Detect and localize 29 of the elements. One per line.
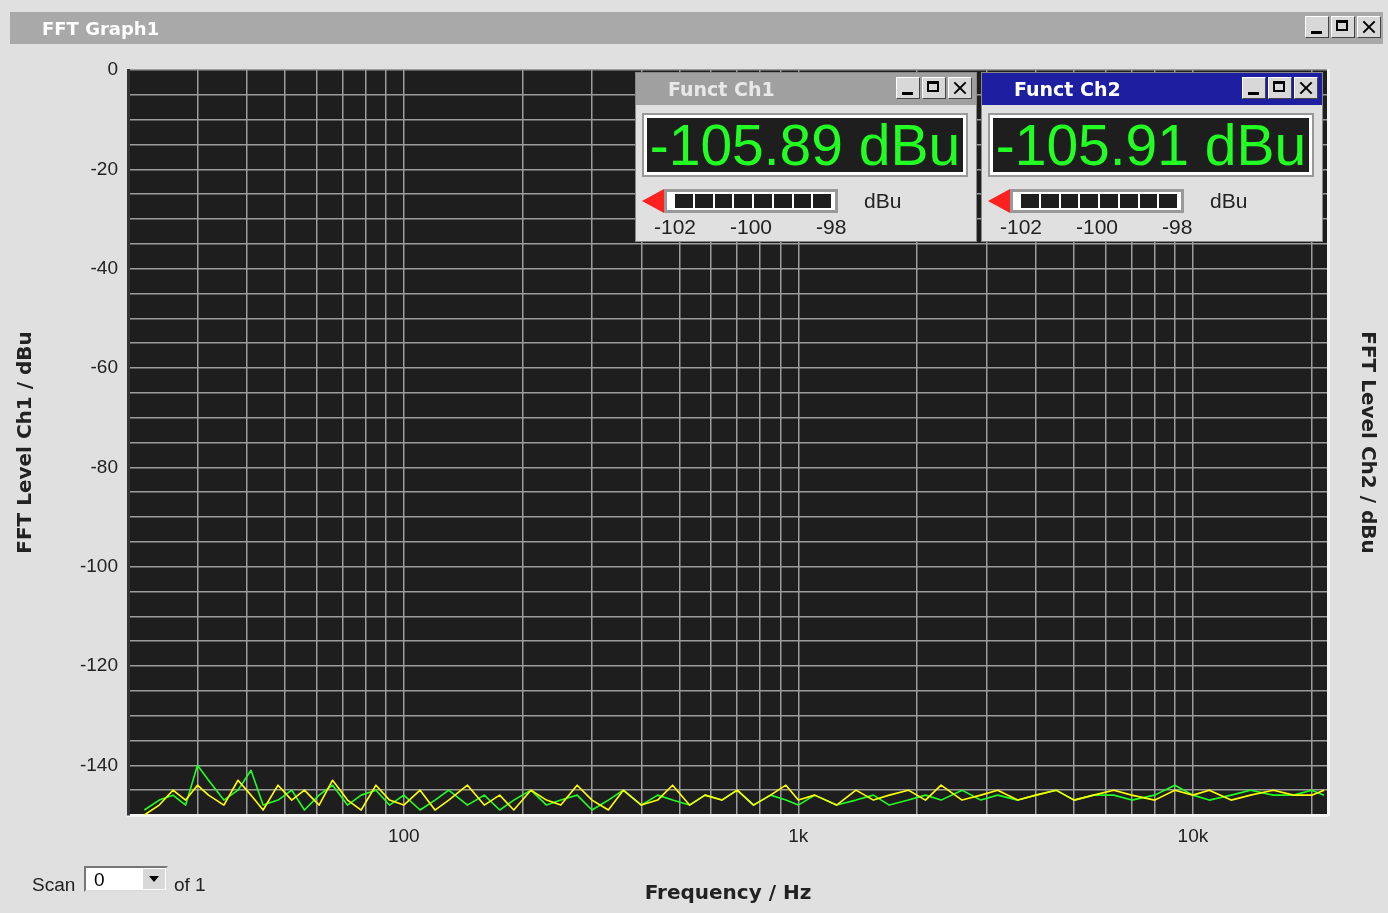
annotation: -98 [816,215,847,239]
y2-axis-title: FFT Level Ch2 / dBu [1356,331,1381,554]
y-tick-label: -40 [90,256,118,278]
y-axis-title: FFT Level Ch1 / dBu [12,331,37,554]
annotation: -105.89 dBu [644,113,966,177]
annotation: -100 [1076,215,1119,239]
annotation: -100 [730,215,773,239]
y-tick-label: -20 [90,157,118,179]
text: of 1 [174,874,206,896]
annotation: -102 [654,215,697,239]
annotation: -102 [1000,215,1043,239]
y-tick-label: -120 [79,654,118,676]
annotation: dBu [1210,189,1248,213]
y-tick-label: 0 [107,58,118,80]
annotation: Funct Ch1 [668,78,775,100]
x-tick-label: 1k [788,824,809,846]
x-axis-title: Frequency / Hz [644,880,812,905]
text: Scan [32,874,76,896]
y-tick-label: -60 [90,356,118,378]
annotation: -105.91 dBu [990,113,1312,177]
y-tick-label: -140 [79,753,118,775]
x-tick-label: 10k [1177,824,1209,846]
annotation: dBu [864,189,902,213]
annotation: -98 [1162,215,1193,239]
annotation: Funct Ch2 [1014,78,1121,100]
x-tick-label: 100 [387,824,420,846]
y-tick-label: -100 [79,554,118,576]
chart-title: FFT Graph1 [42,18,160,39]
y-tick-label: -80 [90,455,118,477]
